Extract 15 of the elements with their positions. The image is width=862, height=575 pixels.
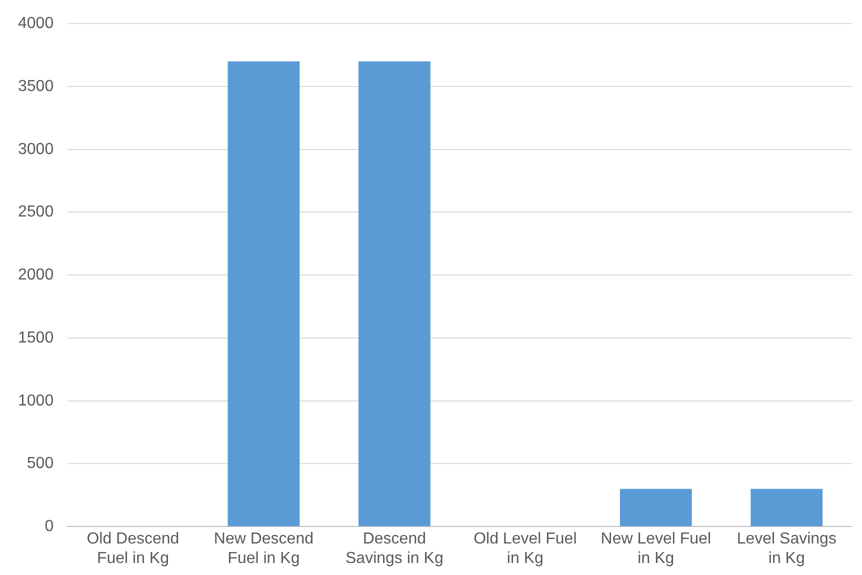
x-tick-label: Level Savings in Kg — [736, 530, 836, 567]
y-tick-label: 3000 — [18, 140, 54, 158]
y-tick-label: 0 — [44, 518, 54, 536]
y-tick-label: 2500 — [18, 204, 54, 221]
x-tick-label: Old Level Fuel in Kg — [474, 530, 577, 567]
y-tick-label: 3500 — [18, 78, 54, 95]
x-tick-label: Descend Savings in Kg — [346, 530, 444, 567]
x-tick-label: New Level Fuel in Kg — [600, 530, 712, 567]
x-tick-label: Old Descend Fuel in Kg — [86, 530, 180, 567]
y-tick-label: 4000 — [18, 15, 54, 32]
y-tick-label: 1000 — [18, 392, 54, 410]
y-tick-label: 2000 — [18, 266, 54, 284]
y-tick-label: 500 — [26, 455, 54, 472]
y-tick-label: 1500 — [18, 329, 54, 346]
x-tick-label: New Descend Fuel in Kg — [214, 530, 314, 567]
